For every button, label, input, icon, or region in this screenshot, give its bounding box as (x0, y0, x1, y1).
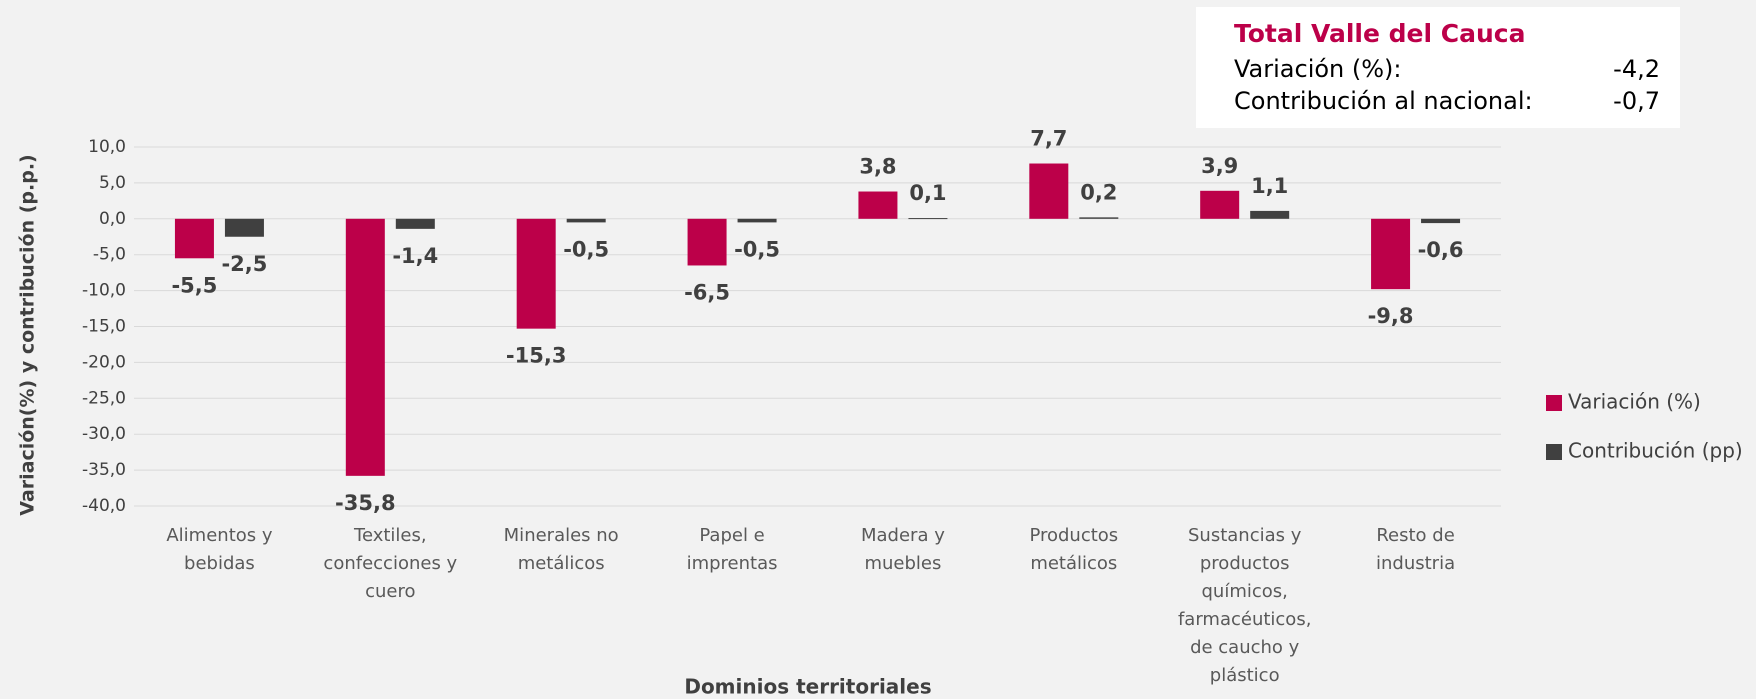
data-label: 3,9 (1201, 154, 1238, 178)
y-tick-label: -10,0 (82, 281, 126, 301)
data-label: -1,4 (392, 244, 438, 268)
info-label: Contribución al nacional: (1234, 87, 1533, 115)
legend-label: Variación (%) (1568, 390, 1701, 414)
bar (908, 218, 948, 220)
info-box: Total Valle del Cauca Variación (%): -4,… (1196, 7, 1680, 128)
bar (1250, 210, 1290, 219)
y-axis-title: Variación(%) y contribución (p.p.) (17, 154, 39, 515)
data-label: -0,6 (1418, 238, 1464, 262)
y-tick-label: 5,0 (99, 173, 126, 193)
data-label: 7,7 (1030, 127, 1067, 151)
data-label: -15,3 (506, 344, 567, 368)
info-label: Variación (%): (1234, 55, 1402, 83)
data-label: -2,5 (221, 252, 267, 276)
x-tick-label: Textiles, confecciones y cuero (323, 525, 458, 602)
x-tick-label: Papel e imprentas (686, 525, 778, 574)
data-label: -0,5 (563, 237, 609, 261)
x-tick-label: Madera y muebles (861, 525, 945, 574)
info-value: -4,2 (1613, 55, 1660, 83)
y-tick-label: -5,0 (93, 245, 126, 265)
y-tick-label: -35,0 (82, 460, 126, 480)
y-tick-label: -30,0 (82, 424, 126, 444)
bar (858, 191, 898, 219)
y-tick-label: -20,0 (82, 352, 126, 372)
bar (174, 218, 214, 259)
bar (1029, 163, 1069, 219)
data-label: 1,1 (1251, 174, 1288, 198)
x-axis-title: Dominios territoriales (684, 675, 931, 699)
data-label: -5,5 (171, 273, 217, 297)
bar (224, 218, 264, 237)
bar (395, 218, 435, 229)
info-title: Total Valle del Cauca (1234, 19, 1526, 48)
data-label: -35,8 (335, 491, 396, 515)
y-tick-label: -25,0 (82, 388, 126, 408)
bar (1200, 190, 1240, 219)
data-label: 3,8 (859, 155, 896, 179)
x-tick-label: Minerales no metálicos (503, 525, 619, 574)
legend-label: Contribución (pp) (1568, 439, 1743, 463)
legend-swatch (1546, 444, 1562, 460)
bar (1371, 218, 1411, 290)
data-label: -9,8 (1368, 304, 1414, 328)
data-label: -0,5 (734, 237, 780, 261)
y-tick-label: 0,0 (99, 209, 126, 229)
info-value: -0,7 (1613, 87, 1660, 115)
y-tick-label: -40,0 (82, 496, 126, 516)
y-tick-label: 10,0 (88, 137, 126, 157)
bar (737, 218, 777, 223)
x-tick-label: Productos metálicos (1029, 525, 1119, 574)
bar (345, 218, 385, 476)
bar (687, 218, 727, 266)
data-label: 0,1 (909, 181, 946, 205)
y-tick-label: -15,0 (82, 317, 126, 337)
bar (516, 218, 556, 329)
bar (566, 218, 606, 223)
bar (1421, 218, 1461, 224)
x-tick-label: Sustancias y productos químicos, farmacé… (1177, 525, 1312, 686)
data-label: -6,5 (684, 280, 730, 304)
x-tick-label: Resto de industria (1376, 525, 1456, 574)
bar (1079, 217, 1119, 219)
x-tick-label: Alimentos y bebidas (166, 525, 273, 574)
legend-swatch (1546, 395, 1562, 411)
data-label: 0,2 (1080, 180, 1117, 204)
